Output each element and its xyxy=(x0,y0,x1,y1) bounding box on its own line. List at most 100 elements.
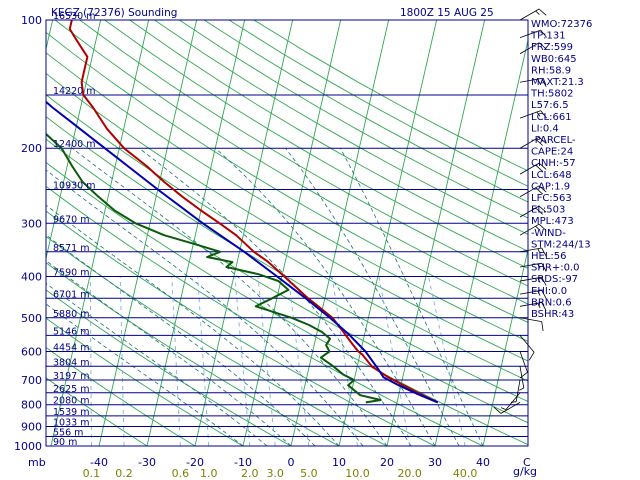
isotherm-line xyxy=(290,20,390,446)
barb-staff xyxy=(500,402,521,414)
pressure-tick-label: 900 xyxy=(21,421,42,434)
height-label: 12400 m xyxy=(53,139,96,150)
index-line: HEL:56 xyxy=(531,251,567,262)
barb-flag xyxy=(493,406,502,414)
barb-flag xyxy=(535,207,543,215)
barb-half-flag xyxy=(535,10,540,15)
barb-half-flag xyxy=(537,277,541,283)
barb-flag xyxy=(541,321,544,332)
wind-barb xyxy=(519,366,525,391)
barb-flag xyxy=(535,138,543,146)
isotherm-line xyxy=(386,20,486,446)
index-line: MAXT:21.3 xyxy=(531,77,584,88)
barb-flag xyxy=(540,29,547,38)
isotherm-line xyxy=(242,20,342,446)
index-line: WMO:72376 xyxy=(531,19,592,30)
height-label: 3804 m xyxy=(53,357,89,368)
index-line: WB0:645 xyxy=(531,54,577,65)
index-line: RH:58.9 xyxy=(531,65,571,76)
wind-barb xyxy=(519,247,547,257)
index-line: MPL:473 xyxy=(531,216,574,227)
indices-panel: WMO:72376TP:131FRZ:599WB0:645RH:58.9MAXT… xyxy=(530,19,592,320)
background-lines xyxy=(46,20,528,446)
pressure-tick-label: 200 xyxy=(21,142,42,155)
index-line: -WIND- xyxy=(531,228,566,239)
mixing-ratio-label: 10.0 xyxy=(345,467,370,480)
index-line: CAPE:24 xyxy=(531,147,573,158)
isotherm-line xyxy=(146,20,246,446)
index-line: -PARCEL- xyxy=(531,135,576,146)
isotherm-line xyxy=(482,247,528,446)
pressure-tick-label: 500 xyxy=(21,312,42,325)
wind-barb xyxy=(519,289,547,299)
wind-barb xyxy=(519,110,547,119)
chart-title: KEGZ (72376) Sounding xyxy=(51,7,177,19)
barb-staff xyxy=(505,392,521,410)
plot-frame xyxy=(45,19,529,447)
height-label: 556 m xyxy=(53,428,83,439)
pressure-tick-label: 1000 xyxy=(14,440,42,453)
barb-flag xyxy=(538,162,547,170)
index-line: LFC:563 xyxy=(531,193,572,204)
barb-half-flag xyxy=(537,263,541,269)
temperature-tick-label: 30 xyxy=(428,456,442,469)
index-line: SHR+:0.0 xyxy=(531,263,579,274)
moist-adiabat xyxy=(46,282,268,446)
profiles xyxy=(46,20,439,404)
temperature-tick-label: 0 xyxy=(288,456,295,469)
barb-staff xyxy=(515,379,521,402)
mixing-ratio-label: 0.6 xyxy=(172,467,190,480)
wind-barb xyxy=(519,136,547,149)
height-label: 6701 m xyxy=(53,289,89,300)
wind-barb xyxy=(519,335,535,361)
parcel-profile xyxy=(46,100,439,404)
barb-flag xyxy=(541,277,547,286)
barb-flag xyxy=(519,371,528,379)
wind-barb xyxy=(519,262,547,272)
pressure-tick-label: 300 xyxy=(21,217,42,230)
barb-flag xyxy=(538,136,547,144)
height-label: 14220 m xyxy=(53,86,96,97)
barb-half-flag xyxy=(537,248,541,254)
barb-flag xyxy=(528,351,535,361)
barb-flag xyxy=(541,247,547,257)
mixing-ratio-label: 5.0 xyxy=(300,467,318,480)
wind-barb xyxy=(500,392,521,410)
isotherm-line xyxy=(46,20,102,261)
wind-barb xyxy=(519,42,547,55)
wind-barb xyxy=(519,302,547,311)
barb-half-flag xyxy=(519,387,524,391)
barb-flag xyxy=(541,302,547,311)
index-line: EHI:0.0 xyxy=(531,286,567,297)
height-label: 2625 m xyxy=(53,384,89,395)
wind-barb xyxy=(519,78,547,87)
height-label: 2080 m xyxy=(53,396,89,407)
pressure-tick-label: 400 xyxy=(21,271,42,284)
mixing-ratio-label: 2.0 xyxy=(241,467,259,480)
height-label: 1539 m xyxy=(53,407,89,418)
wind-barb xyxy=(519,351,528,379)
height-label: 5146 m xyxy=(53,326,89,337)
moist-adiabat xyxy=(340,148,484,446)
height-label: 1033 m xyxy=(53,418,89,429)
wind-barb xyxy=(519,185,547,198)
height-label: 7590 m xyxy=(53,268,89,279)
index-line: LI:0.4 xyxy=(531,123,559,134)
index-line: CAP:1.9 xyxy=(531,181,570,192)
mixing-ratio-label: 40.0 xyxy=(453,467,478,480)
chart-valid-time: 1800Z 15 AUG 25 xyxy=(400,7,494,19)
moist-adiabat xyxy=(215,147,436,446)
barb-staff xyxy=(519,317,542,322)
barb-flag xyxy=(538,42,547,50)
mixing-ratio-label: 0.1 xyxy=(83,467,101,480)
barb-staff xyxy=(519,29,541,39)
index-line: CINH:-57 xyxy=(531,158,576,169)
height-label: 10930 m xyxy=(53,181,96,192)
pressure-tick-label: 800 xyxy=(21,399,42,412)
height-label: 4454 m xyxy=(53,343,89,354)
wind-barb xyxy=(519,162,547,175)
pressure-tick-label: 700 xyxy=(21,374,42,387)
